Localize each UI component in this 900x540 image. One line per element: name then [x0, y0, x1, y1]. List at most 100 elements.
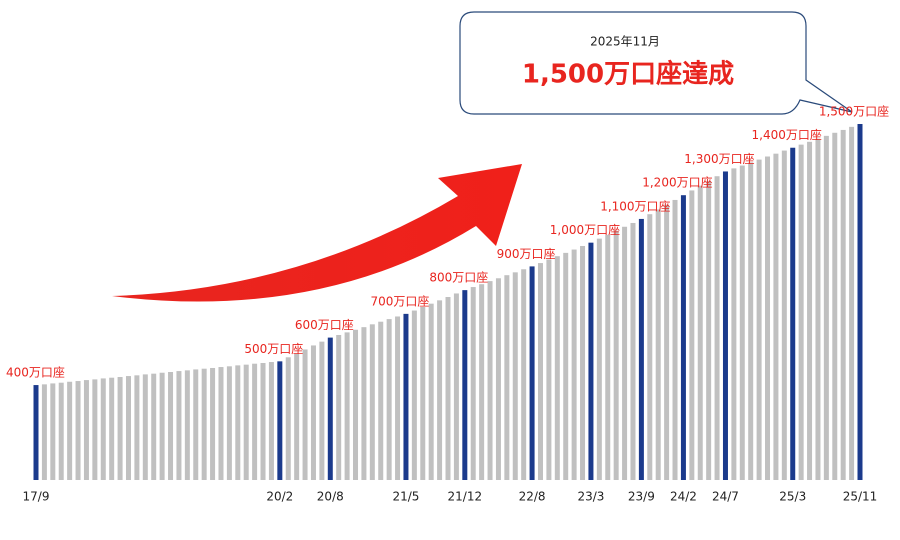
bar [815, 138, 821, 480]
bar [50, 383, 56, 480]
x-tick-label: 25/11 [843, 490, 878, 504]
bar [622, 226, 628, 480]
bar [201, 368, 207, 480]
bar [369, 324, 375, 480]
bar [849, 126, 855, 481]
bar [361, 327, 367, 480]
bar [605, 234, 611, 480]
bar [92, 379, 98, 480]
bar [117, 376, 123, 480]
bar [647, 214, 653, 481]
bar [168, 372, 174, 480]
bar [109, 377, 115, 480]
bar [672, 199, 678, 481]
bar [689, 190, 695, 480]
bar [857, 124, 863, 480]
bar [739, 165, 745, 481]
bar [765, 156, 771, 481]
bar [596, 238, 602, 480]
x-tick-label: 24/2 [670, 490, 697, 504]
bar [563, 252, 569, 480]
bar [151, 373, 157, 480]
x-tick-label: 20/8 [317, 490, 344, 504]
bar [353, 329, 359, 480]
bar [638, 218, 644, 480]
bar [773, 153, 779, 480]
bar [512, 272, 518, 480]
bar [445, 297, 451, 480]
bar [319, 341, 325, 480]
bar [487, 281, 493, 480]
callout-title: 1,500万口座達成 [522, 59, 734, 90]
value-label: 1,000万口座 [550, 222, 620, 237]
bar [840, 129, 846, 480]
bar [83, 380, 89, 480]
bar [731, 168, 737, 480]
bar [546, 259, 552, 480]
value-label: 600万口座 [295, 317, 354, 332]
bar [748, 162, 754, 480]
bar [260, 362, 266, 480]
bar [142, 374, 148, 480]
bar [277, 361, 283, 480]
bar [184, 370, 190, 480]
bar [395, 316, 401, 480]
bar [310, 345, 316, 480]
bar [554, 256, 560, 480]
x-tick-label: 20/2 [266, 490, 293, 504]
bar [823, 135, 829, 480]
bar [714, 176, 720, 481]
x-tick-label: 21/12 [448, 490, 483, 504]
value-label: 1,100万口座 [600, 198, 670, 213]
bar [470, 287, 476, 480]
value-label: 1,300万口座 [684, 151, 754, 166]
bar [218, 367, 224, 480]
bar [193, 369, 199, 480]
bar [252, 363, 258, 480]
bar [344, 332, 350, 480]
bar [134, 375, 140, 480]
value-label: 400万口座 [6, 365, 65, 380]
value-label: 900万口座 [497, 246, 556, 261]
bar [571, 249, 577, 480]
bar [680, 195, 686, 480]
bar [378, 321, 384, 480]
bar [336, 334, 342, 480]
bar [294, 353, 300, 480]
x-tick-label: 23/9 [628, 490, 655, 504]
bar [588, 242, 594, 480]
bar [504, 275, 510, 480]
bar [798, 144, 804, 480]
bar [630, 222, 636, 480]
bar [722, 171, 728, 480]
x-tick-label: 22/8 [519, 490, 546, 504]
x-tick-label: 21/5 [392, 490, 419, 504]
bar [479, 284, 485, 480]
bar [386, 319, 392, 480]
bar [781, 150, 787, 480]
bar [437, 300, 443, 480]
value-label: 800万口座 [429, 270, 488, 285]
callout-box [459, 11, 853, 115]
bar [495, 278, 501, 480]
x-tick-label: 17/9 [23, 490, 50, 504]
value-label: 500万口座 [244, 341, 303, 356]
bar [268, 362, 274, 480]
bar [580, 245, 586, 480]
growth-arrow [112, 164, 522, 302]
bar [176, 371, 182, 480]
bar [521, 269, 527, 480]
value-label: 700万口座 [371, 293, 430, 308]
bar [302, 349, 308, 480]
bar [327, 337, 333, 480]
bar [210, 367, 216, 480]
bar [428, 303, 434, 480]
bar [420, 306, 426, 480]
bar [75, 381, 81, 480]
bar [706, 180, 712, 480]
bar [285, 357, 291, 480]
value-label: 1,400万口座 [752, 127, 822, 142]
bar [41, 384, 47, 480]
bar [664, 204, 670, 480]
